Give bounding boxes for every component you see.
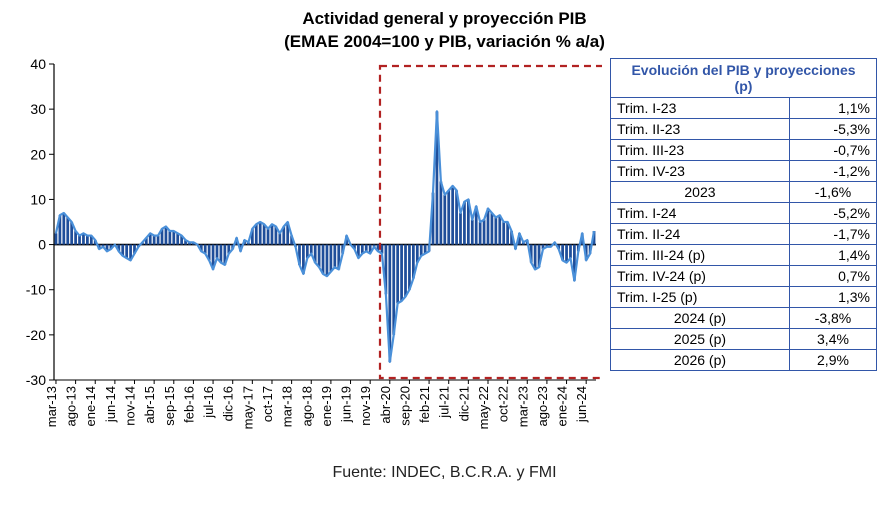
title-line-1: Actividad general y proyección PIB <box>12 8 877 31</box>
row-label: Trim. II-24 <box>611 223 790 244</box>
svg-text:oct-22: oct-22 <box>496 386 511 422</box>
svg-text:ene-19: ene-19 <box>319 386 334 426</box>
table-row: Trim. II-24-1,7% <box>611 223 877 244</box>
row-label: Trim. IV-24 (p) <box>611 265 790 286</box>
row-value: -1,7% <box>789 223 876 244</box>
row-label: 2026 (p) <box>611 349 790 370</box>
table-row: 2025 (p)3,4% <box>611 328 877 349</box>
row-value: -5,3% <box>789 118 876 139</box>
table-row: 2024 (p)-3,8% <box>611 307 877 328</box>
row-value: 2,9% <box>789 349 876 370</box>
table-row: Trim. III-23-0,7% <box>611 139 877 160</box>
svg-text:jul-16: jul-16 <box>201 386 216 419</box>
svg-text:ago-13: ago-13 <box>64 386 79 426</box>
svg-text:mar-23: mar-23 <box>515 386 530 427</box>
row-value: 1,3% <box>789 286 876 307</box>
row-label: Trim. IV-23 <box>611 160 790 181</box>
row-value: 3,4% <box>789 328 876 349</box>
svg-text:ene-14: ene-14 <box>83 386 98 426</box>
table-row: Trim. IV-24 (p)0,7% <box>611 265 877 286</box>
svg-text:nov-19: nov-19 <box>358 386 373 426</box>
svg-text:30: 30 <box>30 101 46 117</box>
chart-container: -30 -20 -10 0 10 20 30 40 mar-13 ago-13 ene-14 jun-… <box>12 58 602 458</box>
row-label: 2023 <box>611 181 790 202</box>
row-value: -0,7% <box>789 139 876 160</box>
table-header: Evolución del PIB y proyecciones (p) <box>611 58 877 97</box>
svg-text:mar-18: mar-18 <box>280 386 295 427</box>
svg-text:jun-19: jun-19 <box>339 386 354 423</box>
chart-title: Actividad general y proyección PIB (EMAE… <box>12 8 877 54</box>
title-line-2: (EMAE 2004=100 y PIB, variación % a/a) <box>12 31 877 54</box>
svg-text:mar-13: mar-13 <box>44 386 59 427</box>
row-label: Trim. II-23 <box>611 118 790 139</box>
row-value: -1,6% <box>789 181 876 202</box>
svg-text:ene-24: ene-24 <box>555 386 570 426</box>
table-row: Trim. I-231,1% <box>611 97 877 118</box>
row-label: Trim. I-23 <box>611 97 790 118</box>
row-label: Trim. I-24 <box>611 202 790 223</box>
svg-text:sep-15: sep-15 <box>162 386 177 426</box>
svg-text:dic-16: dic-16 <box>221 386 236 421</box>
svg-text:jun-14: jun-14 <box>103 386 118 423</box>
svg-text:may-22: may-22 <box>476 386 491 429</box>
svg-text:abr-15: abr-15 <box>142 386 157 424</box>
svg-text:ago-23: ago-23 <box>535 386 550 426</box>
table-row: Trim. I-25 (p)1,3% <box>611 286 877 307</box>
source-text: Fuente: INDEC, B.C.R.A. y FMI <box>12 464 877 482</box>
row-value: 1,1% <box>789 97 876 118</box>
svg-text:jul-21: jul-21 <box>437 386 452 419</box>
svg-text:-10: -10 <box>26 282 46 298</box>
svg-text:-20: -20 <box>26 327 46 343</box>
svg-text:feb-16: feb-16 <box>181 386 196 423</box>
table-row: 2023-1,6% <box>611 181 877 202</box>
row-value: 1,4% <box>789 244 876 265</box>
table-row: Trim. I-24-5,2% <box>611 202 877 223</box>
row-label: Trim. I-25 (p) <box>611 286 790 307</box>
svg-text:nov-14: nov-14 <box>123 386 138 426</box>
svg-text:20: 20 <box>30 146 46 162</box>
svg-text:feb-21: feb-21 <box>417 386 432 423</box>
svg-text:ago-18: ago-18 <box>299 386 314 426</box>
row-label: Trim. III-24 (p) <box>611 244 790 265</box>
row-label: Trim. III-23 <box>611 139 790 160</box>
svg-text:-30: -30 <box>26 372 46 388</box>
row-value: -3,8% <box>789 307 876 328</box>
row-value: -5,2% <box>789 202 876 223</box>
table-row: 2026 (p)2,9% <box>611 349 877 370</box>
svg-text:oct-17: oct-17 <box>260 386 275 422</box>
row-value: 0,7% <box>789 265 876 286</box>
svg-text:may-17: may-17 <box>240 386 255 429</box>
projections-table: Evolución del PIB y proyecciones (p) Tri… <box>610 58 877 371</box>
svg-text:40: 40 <box>30 58 46 72</box>
svg-text:10: 10 <box>30 191 46 207</box>
svg-text:0: 0 <box>38 236 46 252</box>
svg-text:sep-20: sep-20 <box>397 386 412 426</box>
svg-text:jun-24: jun-24 <box>574 386 589 423</box>
table-row: Trim. III-24 (p)1,4% <box>611 244 877 265</box>
svg-text:dic-21: dic-21 <box>456 386 471 421</box>
svg-text:abr-20: abr-20 <box>378 386 393 424</box>
row-label: 2024 (p) <box>611 307 790 328</box>
row-label: 2025 (p) <box>611 328 790 349</box>
row-value: -1,2% <box>789 160 876 181</box>
emae-chart: -30 -20 -10 0 10 20 30 40 mar-13 ago-13 ene-14 jun-… <box>12 58 602 458</box>
table-row: Trim. II-23-5,3% <box>611 118 877 139</box>
table-row: Trim. IV-23-1,2% <box>611 160 877 181</box>
